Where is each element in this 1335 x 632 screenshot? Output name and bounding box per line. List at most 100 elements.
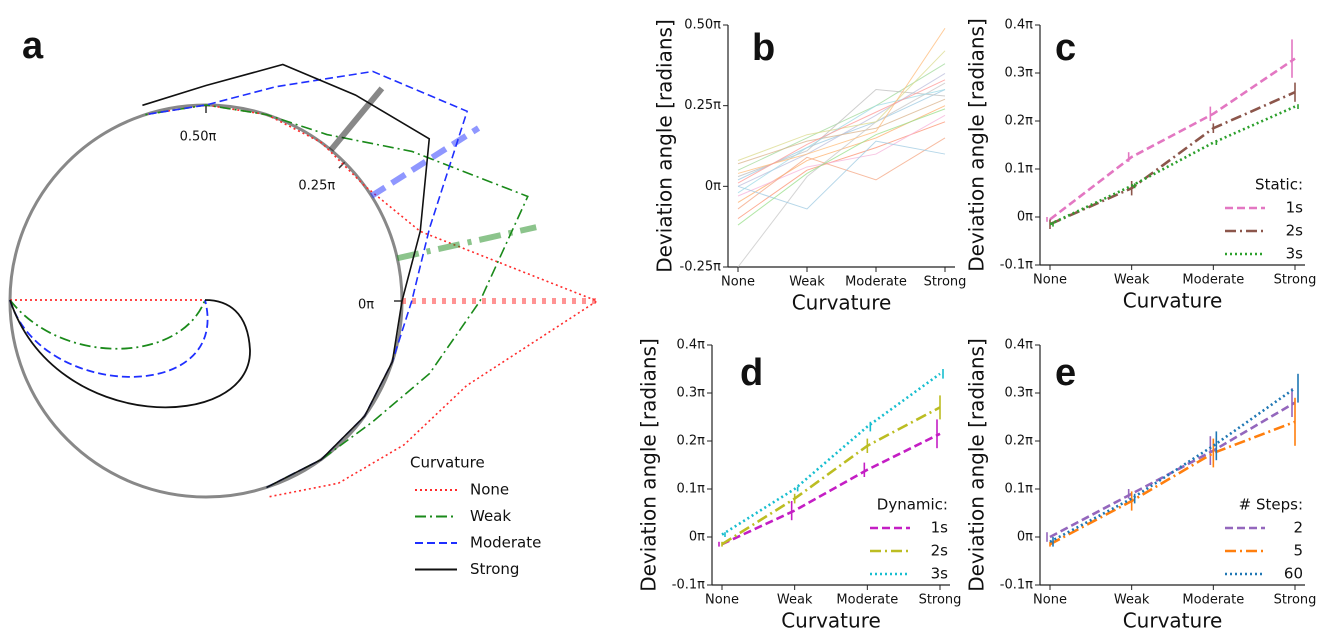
angle-histogram bbox=[145, 104, 599, 498]
x-tick-label: Strong bbox=[924, 275, 967, 290]
legend-label: 3s bbox=[931, 565, 949, 583]
x-tick-label: Moderate bbox=[836, 593, 898, 608]
legend-label: None bbox=[470, 481, 509, 499]
mean-direction bbox=[369, 125, 481, 199]
y-tick-label: -0.1π bbox=[1000, 578, 1033, 593]
trajectory bbox=[9, 299, 251, 409]
angle-histogram bbox=[145, 104, 529, 489]
series-line bbox=[737, 137, 946, 210]
y-axis-label: Deviation angle [radians] bbox=[965, 18, 989, 272]
series-line bbox=[737, 108, 946, 226]
y-tick-label: 0.25π bbox=[684, 98, 721, 113]
x-tick-label: Weak bbox=[1114, 273, 1150, 288]
y-tick-label: -0.1π bbox=[1000, 258, 1033, 273]
legend-label: Strong bbox=[470, 560, 519, 578]
series-line bbox=[737, 114, 946, 197]
legend-title: Static: bbox=[1255, 176, 1303, 194]
series-line bbox=[737, 140, 946, 210]
panel-letter: d bbox=[740, 352, 763, 394]
y-tick-label: -0.25π bbox=[680, 260, 722, 275]
y-tick-label: 0.1π bbox=[1004, 162, 1033, 177]
series-line bbox=[737, 121, 946, 220]
panel-letter: a bbox=[22, 25, 44, 67]
y-axis-label: Deviation angle [radians] bbox=[653, 19, 677, 273]
x-axis-label: Curvature bbox=[781, 609, 881, 632]
legend-title: # Steps: bbox=[1239, 496, 1303, 514]
panel-letter: c bbox=[1055, 27, 1076, 69]
legend-label: 1s bbox=[931, 519, 949, 537]
panel-letter: e bbox=[1055, 352, 1076, 394]
x-tick-label: Strong bbox=[919, 593, 962, 608]
x-axis-label: Curvature bbox=[792, 291, 892, 315]
x-tick-label: None bbox=[721, 275, 755, 290]
y-tick-label: 0.2π bbox=[1004, 114, 1033, 129]
y-tick-label: 0.50π bbox=[684, 18, 721, 33]
y-tick-label: -0.1π bbox=[672, 578, 705, 593]
trajectory bbox=[9, 299, 209, 378]
angle-tick bbox=[338, 161, 346, 169]
series-line bbox=[1049, 401, 1296, 539]
y-axis-label: Deviation angle [radians] bbox=[965, 338, 989, 592]
x-tick-label: Weak bbox=[1114, 593, 1150, 608]
y-tick-label: 0π bbox=[1017, 530, 1033, 545]
series-line bbox=[1049, 420, 1296, 546]
series-line bbox=[737, 82, 946, 268]
x-tick-label: None bbox=[705, 593, 739, 608]
legend-label: Weak bbox=[470, 507, 511, 525]
y-tick-label: 0.3π bbox=[1004, 386, 1033, 401]
x-tick-label: Moderate bbox=[845, 275, 907, 290]
x-tick-label: Strong bbox=[1274, 273, 1317, 288]
legend-label: 2 bbox=[1293, 519, 1303, 537]
y-tick-label: 0.2π bbox=[1004, 434, 1033, 449]
x-tick-label: Moderate bbox=[1182, 593, 1244, 608]
x-tick-label: None bbox=[1033, 273, 1067, 288]
series-line bbox=[737, 89, 946, 194]
mean-direction bbox=[328, 86, 385, 152]
x-tick-label: Moderate bbox=[1182, 273, 1244, 288]
legend-label: 2s bbox=[931, 542, 949, 560]
series-line bbox=[737, 72, 946, 187]
y-tick-label: 0.2π bbox=[676, 434, 705, 449]
y-tick-label: 0π bbox=[689, 530, 705, 545]
y-tick-label: 0.3π bbox=[1004, 66, 1033, 81]
legend-label: 1s bbox=[1286, 199, 1304, 217]
legend-label: 5 bbox=[1293, 542, 1303, 560]
y-tick-label: 0.1π bbox=[1004, 482, 1033, 497]
series-line bbox=[1049, 91, 1296, 226]
angle-tick-label: 0.25π bbox=[298, 179, 335, 194]
trajectory bbox=[9, 299, 206, 350]
legend-title: Dynamic: bbox=[877, 496, 948, 514]
x-tick-label: None bbox=[1033, 593, 1067, 608]
y-tick-label: 0.4π bbox=[676, 338, 705, 353]
series-line bbox=[1049, 57, 1296, 221]
y-tick-label: 0π bbox=[705, 179, 721, 194]
series-line bbox=[737, 79, 946, 184]
angle-tick-label: 0.50π bbox=[180, 130, 217, 145]
angle-histogram bbox=[142, 63, 431, 489]
x-axis-label: Curvature bbox=[1123, 289, 1223, 313]
series-line bbox=[737, 98, 946, 165]
series-line bbox=[721, 372, 941, 536]
legend-title: Curvature bbox=[410, 454, 485, 472]
legend-label: 3s bbox=[1286, 245, 1304, 263]
angle-tick-label: 0π bbox=[358, 298, 374, 313]
y-tick-label: 0.4π bbox=[1004, 338, 1033, 353]
panel-letter: b bbox=[752, 27, 775, 69]
legend-label: 2s bbox=[1286, 222, 1304, 240]
x-axis-label: Curvature bbox=[1123, 609, 1223, 632]
y-tick-label: 0.1π bbox=[676, 482, 705, 497]
legend-label: 60 bbox=[1284, 565, 1303, 583]
y-axis-label: Deviation angle [radians] bbox=[637, 338, 661, 592]
series-line bbox=[721, 406, 941, 546]
series-line bbox=[1049, 387, 1296, 543]
series-line bbox=[1049, 105, 1296, 226]
series-line bbox=[737, 63, 946, 171]
x-tick-label: Weak bbox=[789, 275, 825, 290]
y-tick-label: 0.3π bbox=[676, 386, 705, 401]
x-tick-label: Strong bbox=[1274, 593, 1317, 608]
mean-direction bbox=[396, 224, 537, 262]
x-tick-label: Weak bbox=[777, 593, 813, 608]
series-line bbox=[721, 432, 941, 546]
y-tick-label: 0.4π bbox=[1004, 18, 1033, 33]
